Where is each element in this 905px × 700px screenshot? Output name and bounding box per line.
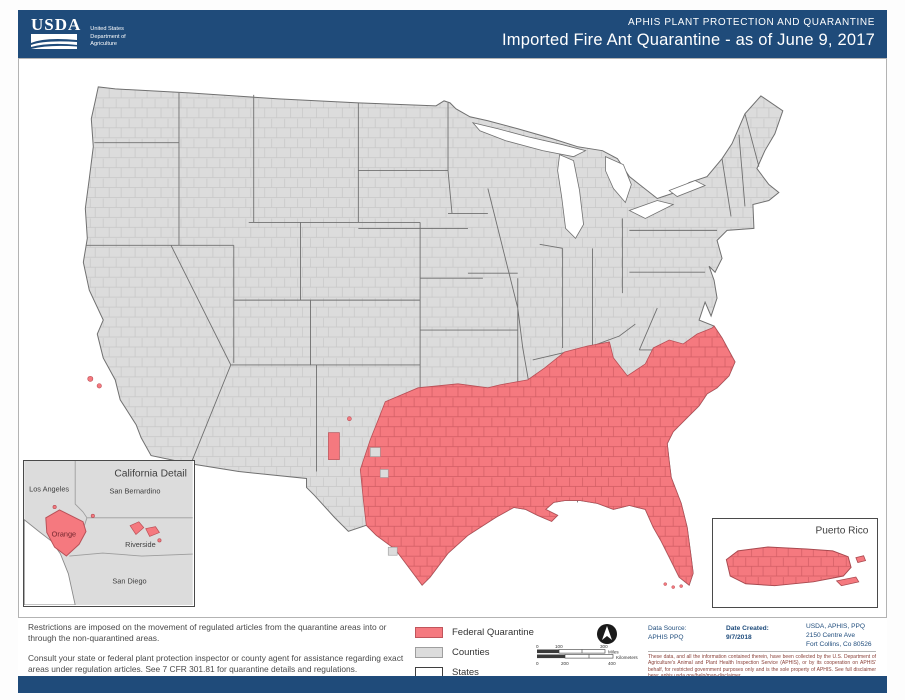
isolated-quarantine-spots [87, 375, 683, 589]
km-tick-0: 0 [536, 661, 539, 666]
pr-culebra-quarantine [855, 555, 867, 563]
km-unit: Kilometers [616, 655, 638, 660]
page-title: Imported Fire Ant Quarantine - as of Jun… [501, 31, 875, 49]
us-map [82, 86, 784, 589]
puerto-rico-inset: Puerto Rico [712, 518, 878, 608]
footer-strip: Restrictions are imposed on the movement… [18, 618, 887, 679]
km-tick-400: 400 [608, 661, 616, 666]
great-lakes [471, 122, 707, 240]
non-quarantined-pockets [369, 447, 398, 556]
usda-logo-text: USDA [31, 15, 82, 34]
data-source-block: Data Source: APHIS PPQ [648, 625, 686, 643]
data-source-value: APHIS PPQ [648, 633, 684, 641]
ca-inset-orange-county-quarantine [45, 509, 87, 557]
ca-inset-title: California Detail [114, 469, 186, 480]
note-paragraph-2: Consult your state or federal plant prot… [28, 652, 404, 674]
address-line: 2150 Centre Ave [806, 631, 856, 639]
date-created-label: Date Created: [726, 625, 769, 632]
legend-item-counties: Counties [415, 645, 534, 659]
miles-unit: Miles [608, 650, 619, 655]
miles-tick-300: 300 [600, 644, 608, 649]
note-paragraph-1: Restrictions are imposed on the movement… [28, 622, 387, 643]
miles-tick-0: 0 [536, 644, 539, 649]
legend-item-federal-quarantine: Federal Quarantine [415, 625, 534, 639]
label-orange: Orange [52, 529, 76, 538]
date-created-value: 9/7/2018 [726, 633, 752, 641]
address-line: USDA, APHIS, PPQ [806, 623, 865, 630]
label-san-diego: San Diego [112, 576, 146, 585]
usda-org-name: United States Department of Agriculture [90, 26, 125, 49]
map-canvas: California Detail Los Angeles San Bernar… [18, 58, 887, 618]
address-block: USDA, APHIS, PPQ 2150 Centre Ave Fort Co… [806, 623, 872, 650]
map-sheet: USDA United States Department of Agricul… [18, 10, 887, 693]
pr-inset-title: Puerto Rico [816, 526, 869, 537]
scale-bar: 0 100 300 Miles Kilometers 0 200 400 [534, 642, 652, 675]
legend-label: States [452, 666, 479, 678]
pr-island-quarantine [725, 546, 852, 587]
label-los-angeles: Los Angeles [29, 484, 69, 493]
org-line: Agriculture [90, 41, 118, 48]
date-created-block: Date Created: 9/7/2018 [726, 625, 769, 643]
org-line: Department of [90, 33, 126, 40]
ca-inset-county-borders [69, 461, 193, 557]
quarantine-swatch [415, 626, 443, 638]
label-san-bernardino: San Bernardino [109, 486, 160, 495]
data-source-label: Data Source: [648, 625, 687, 632]
legend-label: Counties [452, 646, 490, 658]
agency-name: APHIS PLANT PROTECTION AND QUARANTINE [627, 17, 875, 28]
header-bar: USDA United States Department of Agricul… [18, 10, 887, 58]
legend-label: Federal Quarantine [452, 626, 534, 638]
quarantine-region [359, 325, 736, 586]
pr-vieques-quarantine [835, 576, 860, 587]
usda-logo-mark: USDA [31, 15, 82, 49]
usda-logo: USDA United States Department of Agricul… [31, 15, 126, 49]
usda-logo-swoosh-icon [31, 34, 77, 49]
ca-inset-riverside-quarantine-spots [52, 505, 162, 543]
restriction-notes: Restrictions are imposed on the movement… [28, 622, 406, 675]
miles-tick-100: 100 [555, 644, 563, 649]
california-detail-inset: California Detail Los Angeles San Bernar… [23, 460, 195, 607]
north-arrow-icon [596, 623, 618, 650]
footer-bar [18, 676, 887, 693]
counties-swatch [415, 646, 443, 658]
km-tick-200: 200 [561, 661, 569, 666]
label-riverside: Riverside [125, 540, 156, 549]
address-line: Fort Collins, Co 80526 [806, 640, 872, 648]
org-line: United States [90, 26, 124, 32]
